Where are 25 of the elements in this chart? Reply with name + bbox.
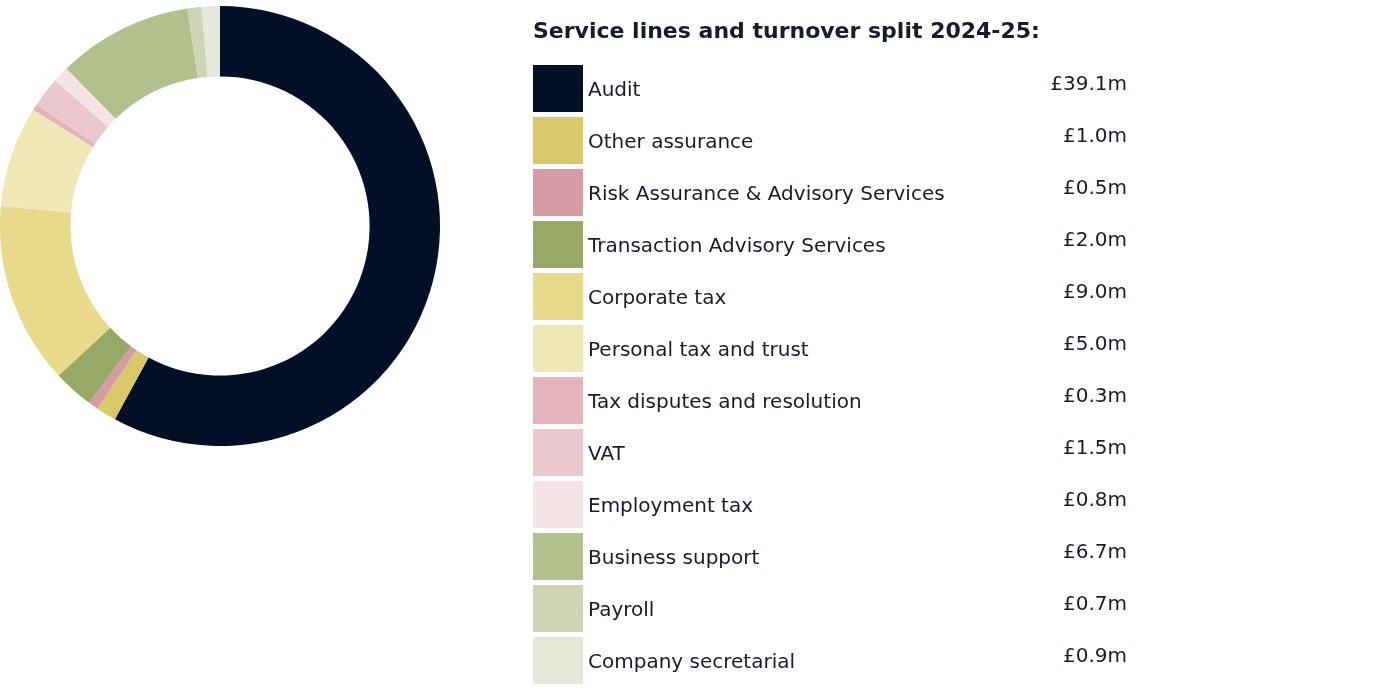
text: Service lines and turnover split 2024-25: (533, 17, 1040, 43)
data-label: £0.8m (1062, 487, 1127, 511)
legend-label: Tax disputes and resolution (587, 388, 862, 413)
data-label: £6.7m (1062, 539, 1127, 563)
data-label: £0.9m (1062, 643, 1127, 667)
legend-label: Company secretarial (588, 648, 796, 673)
legend-label: Other assurance (588, 128, 754, 153)
legend-label: Transaction Advisory Services (587, 232, 886, 257)
data-label: £0.7m (1062, 591, 1127, 615)
data-label: £0.5m (1062, 175, 1127, 199)
data-label: £5.0m (1062, 331, 1127, 355)
legend-label: Payroll (588, 596, 655, 621)
data-label: £9.0m (1062, 279, 1127, 303)
legend-label: Personal tax and trust (588, 336, 809, 361)
legend-label: Corporate tax (588, 284, 727, 309)
data-label: £39.1m (1050, 71, 1128, 95)
legend-label: Audit (588, 76, 641, 101)
data-label: £1.0m (1062, 123, 1127, 147)
data-label: £1.5m (1062, 435, 1127, 459)
data-label: £0.3m (1062, 383, 1127, 407)
legend-label: Risk Assurance & Advisory Services (588, 180, 945, 205)
data-label: £2.0m (1062, 227, 1127, 251)
legend-label: Employment tax (588, 492, 754, 517)
legend-label: VAT (588, 440, 626, 465)
legend-label: Business support (588, 544, 760, 569)
